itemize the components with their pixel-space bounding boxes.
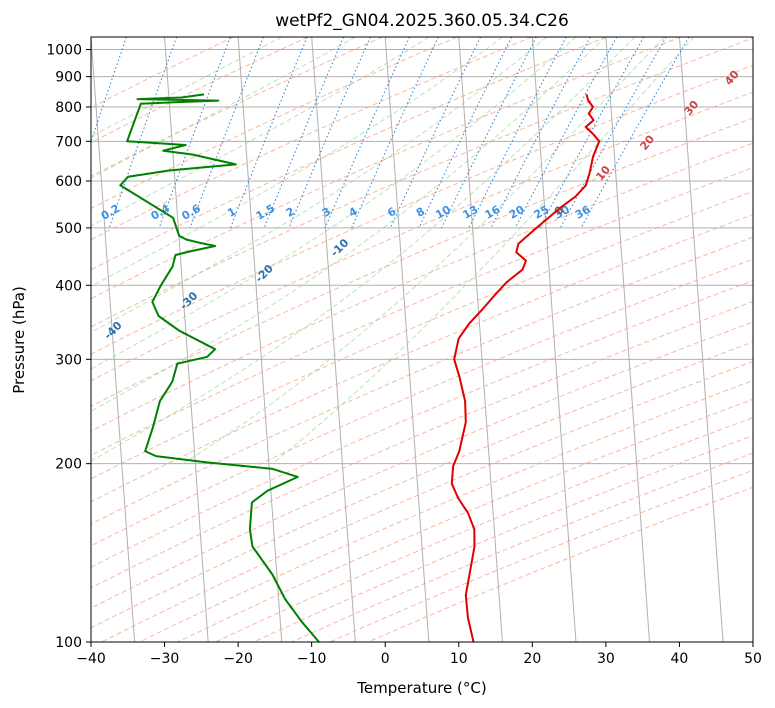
moist-adiabat — [91, 37, 503, 287]
y-axis-label: Pressure (hPa) — [10, 286, 28, 394]
y-tick-label: 200 — [55, 457, 82, 473]
y-tick-label: 500 — [55, 221, 82, 237]
y-tick-label: 900 — [55, 70, 82, 86]
y-tick-label: 800 — [55, 100, 82, 116]
y-tick-label: 300 — [55, 352, 82, 368]
mixing-ratio-line — [108, 37, 178, 229]
moist-adiabat — [91, 37, 430, 227]
moist-adiabat — [91, 37, 636, 462]
background-lines — [91, 37, 753, 642]
isotherm-line — [164, 37, 209, 642]
dry-adiabat — [91, 91, 753, 382]
dry-adiabat — [91, 236, 753, 525]
moist-adiabat — [182, 37, 665, 465]
dry-adiabat — [91, 64, 753, 355]
dry-adiabat — [91, 258, 753, 547]
mixing-ratio-line — [263, 37, 345, 229]
x-tick-label: 20 — [523, 651, 541, 667]
dry-adiabat — [91, 167, 753, 456]
x-tick-label: 10 — [450, 651, 468, 667]
dry-adiabat — [91, 37, 682, 300]
x-tick-label: 40 — [671, 651, 689, 667]
x-tick-label: 0 — [381, 651, 390, 667]
moist-adiabat — [91, 37, 606, 412]
moist-adiabat — [271, 37, 695, 465]
isotherm-line — [384, 37, 430, 642]
y-tick-label: 100 — [55, 635, 82, 651]
isotherm-line — [237, 37, 283, 642]
isotherm-line — [605, 37, 651, 642]
dry-adiabat — [91, 213, 753, 503]
moist-adiabat — [91, 37, 282, 138]
x-tick-label: −10 — [297, 651, 327, 667]
moist-adiabat — [91, 37, 547, 334]
temperature-profile-line — [450, 94, 601, 642]
x-tick-label: −30 — [150, 651, 180, 667]
x-tick-label: 30 — [597, 651, 615, 667]
moist-adiabat — [91, 37, 577, 370]
isotherm-line — [91, 37, 136, 642]
mixing-ratio-line — [230, 37, 308, 229]
dry-adiabat — [91, 300, 753, 589]
y-tick-label: 400 — [55, 278, 82, 294]
y-axis: 100 200 300 400 500 600 700 800 900 1000 — [46, 43, 91, 651]
x-tick-label: 50 — [744, 651, 762, 667]
dry-adiabat — [91, 37, 753, 328]
x-axis-label: Temperature (°C) — [356, 679, 486, 697]
mixing-ratio-line — [539, 37, 645, 229]
mixing-ratio-line — [158, 37, 231, 229]
mixing-ratio-line — [490, 37, 591, 229]
y-tick-label: 1000 — [46, 43, 82, 59]
mixing-ratio-line — [91, 37, 127, 144]
dry-adiabat — [91, 117, 753, 407]
mixing-ratio-line — [559, 37, 667, 229]
y-tick-label: 700 — [55, 134, 82, 150]
isotherm-line — [458, 37, 503, 642]
dry-adiabat — [91, 190, 753, 480]
moist-adiabat — [91, 37, 356, 179]
mixing-ratio-line — [189, 37, 264, 229]
mixing-ratio-line — [441, 37, 537, 229]
mixing-ratio-line — [418, 37, 513, 229]
isotherm-line — [678, 37, 724, 642]
mixing-ratio-line — [468, 37, 567, 229]
chart-title: wetPf2_GN04.2025.360.05.34.C26 — [275, 11, 569, 31]
dry-adiabat — [91, 37, 458, 210]
x-tick-label: −40 — [76, 651, 106, 667]
dry-adiabat — [91, 321, 753, 609]
dry-adiabat — [91, 280, 753, 568]
dry-adiabat — [91, 37, 532, 241]
dewpoint-profile-line — [119, 93, 320, 642]
plot-frame — [90, 36, 754, 643]
x-axis: −40 −30 −20 −10 0 10 20 30 40 50 — [76, 642, 762, 667]
x-tick-label: −20 — [223, 651, 253, 667]
mixing-ratio-line — [288, 37, 371, 229]
mixing-ratio-line — [514, 37, 618, 229]
y-tick-label: 600 — [55, 174, 82, 190]
dry-adiabat — [91, 37, 309, 144]
profile-series — [119, 93, 601, 642]
